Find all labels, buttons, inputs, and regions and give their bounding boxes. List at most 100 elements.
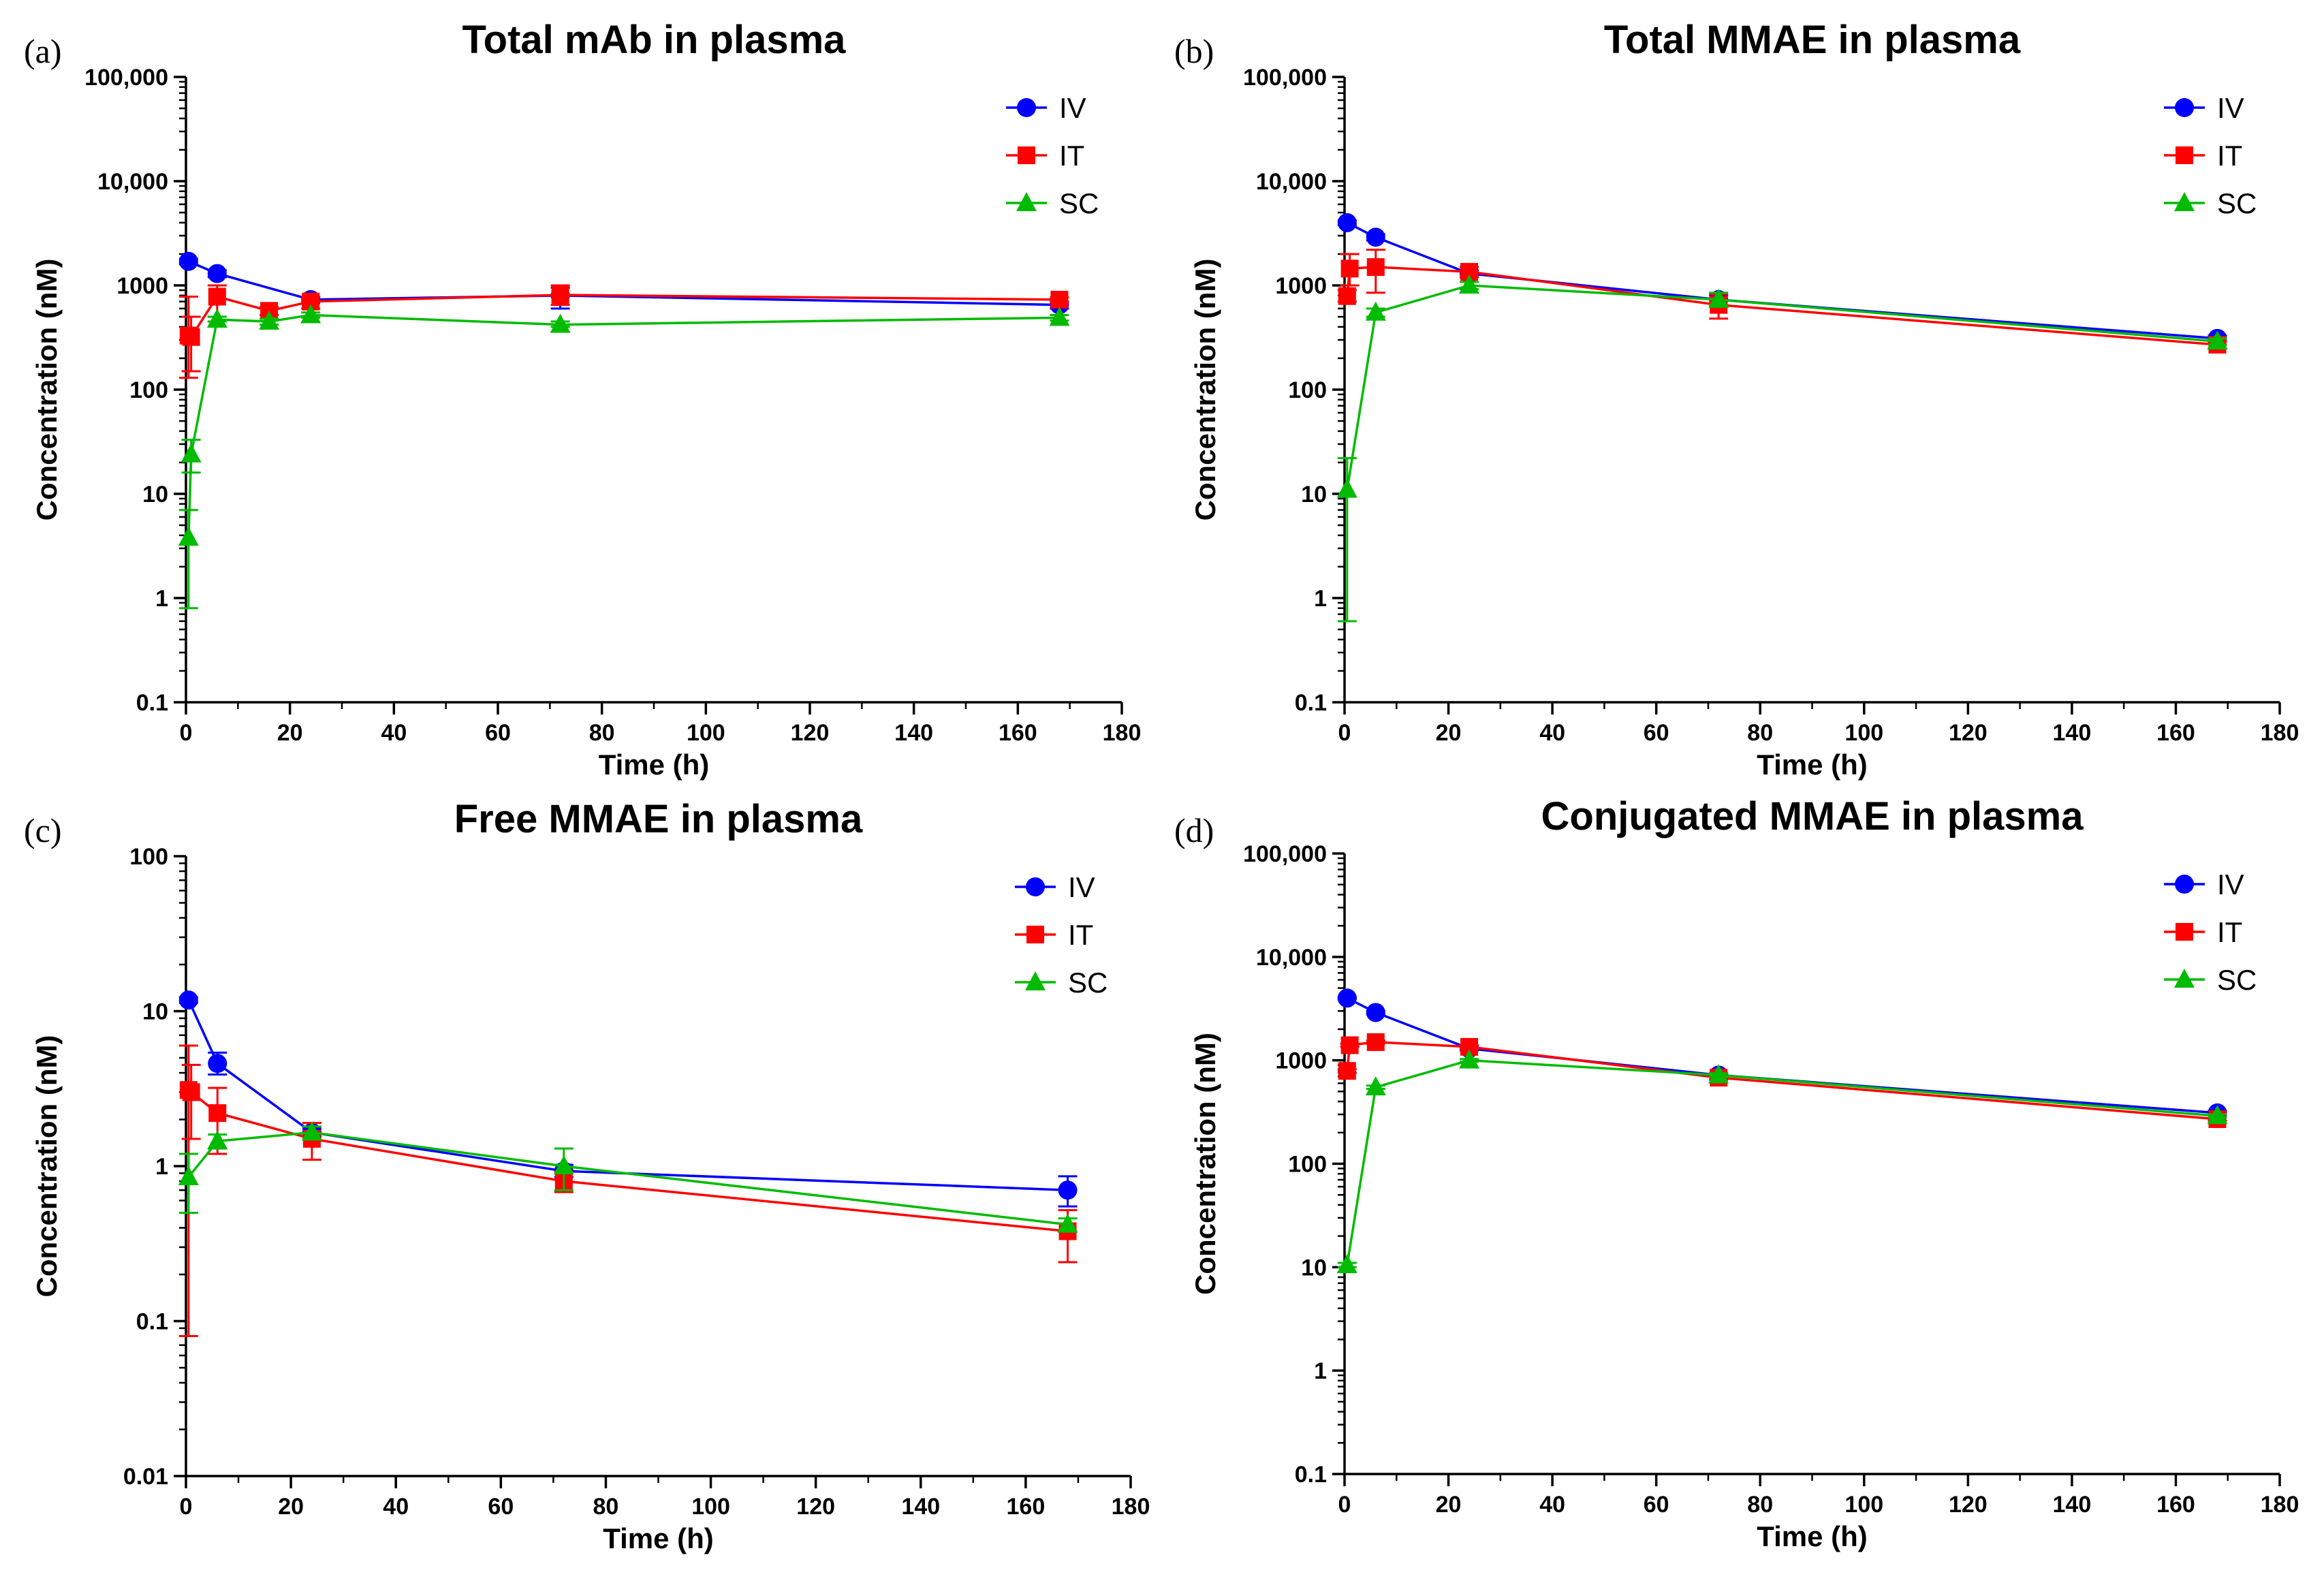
- panel-letter: (a): [24, 32, 62, 70]
- legend-label-IV: IV: [2217, 92, 2244, 124]
- x-tick-label: 140: [894, 720, 933, 746]
- y-tick-label: 100: [1288, 1152, 1327, 1178]
- chart-title: Total MMAE in plasma: [1604, 18, 2021, 62]
- data-point: [1336, 1254, 1357, 1274]
- data-point: [178, 527, 199, 546]
- y-tick-label: 1: [155, 1154, 168, 1180]
- y-tick-label: 10: [1301, 482, 1327, 507]
- chart-panel-1: (a) Total mAb in plasma0.1110100100010,00…: [24, 18, 1141, 781]
- data-point: [1058, 1180, 1078, 1200]
- x-tick-label: 100: [687, 720, 725, 746]
- x-tick-label: 180: [1103, 720, 1142, 746]
- x-tick-label: 0: [180, 1494, 193, 1520]
- x-tick-label: 140: [2053, 1492, 2092, 1518]
- y-tick-label: 1: [155, 586, 168, 612]
- x-tick-label: 160: [999, 720, 1037, 746]
- chart-title: Free MMAE in plasma: [454, 797, 863, 841]
- series-SC: [178, 304, 1070, 610]
- data-point: [1338, 1062, 1356, 1080]
- data-point: [182, 328, 200, 346]
- x-tick-label: 80: [1747, 720, 1773, 746]
- data-point: [208, 1104, 227, 1123]
- x-tick-label: 140: [2053, 720, 2092, 746]
- data-point: [1340, 260, 1359, 278]
- y-tick-label: 1000: [116, 273, 168, 299]
- data-point: [1708, 1064, 1729, 1084]
- y-axis-label: Concentration (nM): [31, 1035, 63, 1298]
- x-tick-label: 0: [180, 720, 193, 746]
- legend-marker-IV: [1017, 98, 1036, 117]
- y-axis-label: Concentration (nM): [31, 259, 63, 521]
- y-tick-label: 1: [1314, 1358, 1327, 1384]
- legend: IV IT SC: [1006, 92, 1099, 219]
- y-axis-label: Concentration (nM): [1189, 1033, 1221, 1295]
- x-tick-label: 120: [791, 720, 830, 746]
- x-axis-label: Time (h): [603, 1522, 714, 1554]
- x-tick-label: 20: [1436, 720, 1462, 746]
- data-point: [1366, 258, 1385, 277]
- data-point: [1365, 301, 1386, 321]
- y-tick-label: 0.1: [1295, 1462, 1327, 1488]
- x-axis-label: Time (h): [599, 749, 710, 781]
- legend-marker-SC: [1025, 971, 1046, 990]
- panel-letter: (b): [1174, 32, 1214, 70]
- legend-label-IT: IT: [2217, 140, 2242, 172]
- data-point: [1459, 1049, 1480, 1069]
- data-point: [1708, 288, 1729, 308]
- legend-label-IV: IV: [1059, 92, 1086, 124]
- x-tick-label: 60: [485, 720, 511, 746]
- legend-marker-IV: [2175, 98, 2194, 117]
- x-tick-label: 180: [2261, 720, 2299, 746]
- data-point: [1365, 1076, 1386, 1096]
- chart-panel-4: (d) Conjugated MMAE in plasma 0.1 1 10 100 100…: [1174, 794, 2299, 1552]
- x-tick-label: 0: [1338, 1492, 1351, 1518]
- data-point: [1337, 213, 1357, 232]
- chart-panel-2: (b) Total MMAE in plasma0.1110100100010,0…: [1174, 18, 2299, 781]
- series-SC: [178, 1121, 1078, 1233]
- data-point: [1336, 478, 1357, 498]
- x-tick-label: 40: [383, 1494, 409, 1520]
- x-tick-label: 40: [381, 720, 407, 746]
- data-point: [1057, 1213, 1078, 1233]
- y-tick-label: 0.1: [1295, 690, 1327, 716]
- data-point: [178, 251, 198, 271]
- data-point: [208, 287, 226, 306]
- series-IT: [178, 284, 1069, 379]
- legend: IV IT SC: [1015, 871, 1108, 999]
- legend-marker-SC: [2174, 192, 2195, 211]
- y-tick-label: 10,000: [97, 169, 168, 195]
- x-tick-label: 120: [796, 1494, 835, 1520]
- data-point: [1050, 290, 1069, 309]
- y-tick-label: 1: [1314, 586, 1327, 612]
- data-point: [1366, 1003, 1385, 1022]
- legend-marker-SC: [2174, 969, 2195, 988]
- panel-letter: (c): [24, 811, 62, 849]
- x-tick-label: 20: [277, 720, 303, 746]
- x-tick-label: 180: [2261, 1492, 2299, 1518]
- data-point: [1366, 1033, 1385, 1051]
- y-tick-label: 10,000: [1256, 169, 1327, 195]
- data-point: [1049, 307, 1070, 326]
- data-point: [301, 1121, 322, 1141]
- series-line: [1346, 284, 2218, 490]
- x-tick-label: 60: [1644, 1492, 1669, 1518]
- legend-label-IV: IV: [1068, 871, 1095, 903]
- x-tick-label: 120: [1949, 720, 1988, 746]
- data-point: [259, 311, 280, 330]
- x-tick-label: 20: [1436, 1492, 1462, 1518]
- legend-label-SC: SC: [1059, 187, 1099, 219]
- series-SC: [1336, 1049, 2228, 1274]
- legend-marker-IT: [1026, 926, 1044, 943]
- legend: IV IT SC: [2164, 868, 2257, 996]
- y-tick-label: 10,000: [1256, 945, 1327, 971]
- series-line: [1346, 1059, 2218, 1266]
- x-tick-label: 100: [1844, 720, 1883, 746]
- x-tick-label: 160: [2156, 1492, 2195, 1518]
- data-point: [178, 990, 198, 1010]
- data-point: [1337, 988, 1357, 1008]
- y-tick-label: 10: [142, 999, 168, 1025]
- legend-label-SC: SC: [1068, 967, 1108, 999]
- y-tick-label: 0.01: [123, 1464, 168, 1490]
- legend: IV IT SC: [2164, 92, 2257, 219]
